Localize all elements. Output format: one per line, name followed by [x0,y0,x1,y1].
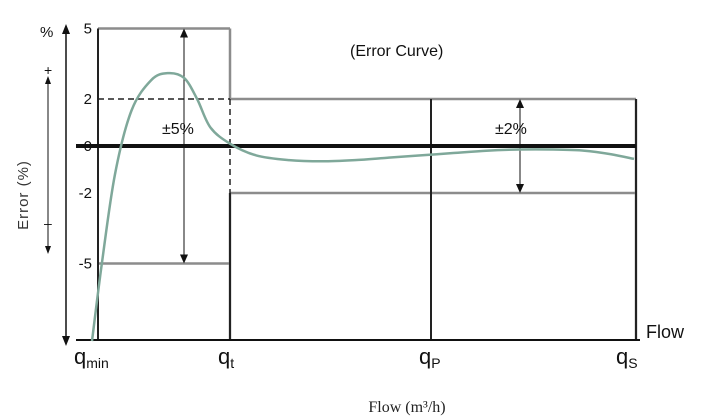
y-tick-label: 2 [84,91,92,108]
y-ticks: 5 2 0 -2 -5 [79,21,92,273]
tolerance-band-wide [98,27,232,340]
y-axis-arrow-up-icon [62,24,70,34]
narrow-span-arrow-down-icon [516,184,524,193]
plus-label: + [44,62,52,78]
wide-span-arrow-down-icon [180,254,188,264]
wide-span-arrow-up-icon [180,28,188,38]
y-axis-label: Error (%) [15,160,32,230]
sign-arrow-down-icon [45,246,51,254]
sign-arrow-up-icon [45,76,51,84]
y-tick-label: -5 [79,256,92,273]
wide-span-arrow [180,28,188,264]
y-axis-arrow-down-icon [62,336,70,346]
x-tick-label-qp: qP [419,344,441,371]
error-curve-line [90,71,635,342]
y-tick-label: 0 [84,138,92,155]
x-ticks: qmin qt qP qS [74,344,638,371]
x-tick-label-qt: qt [218,344,234,371]
x-tick-label-qmin: qmin [74,344,109,371]
flow-axis-tag: Flow [646,322,685,342]
x-axis-label: Flow (m³/h) [368,399,445,416]
chart-title: (Error Curve) [350,43,443,60]
narrow-span-arrow-up-icon [516,99,524,108]
percent-label: % [40,24,53,41]
narrow-span-arrow [516,99,524,193]
x-tick-label-qs: qS [616,344,638,371]
minus-label: – [44,215,52,231]
y-tick-label: 5 [84,21,92,38]
y-axis [45,24,70,346]
band-narrow-label: ±2% [495,121,527,138]
band-wide-label: ±5% [162,121,194,138]
y-tick-label: -2 [79,185,92,202]
